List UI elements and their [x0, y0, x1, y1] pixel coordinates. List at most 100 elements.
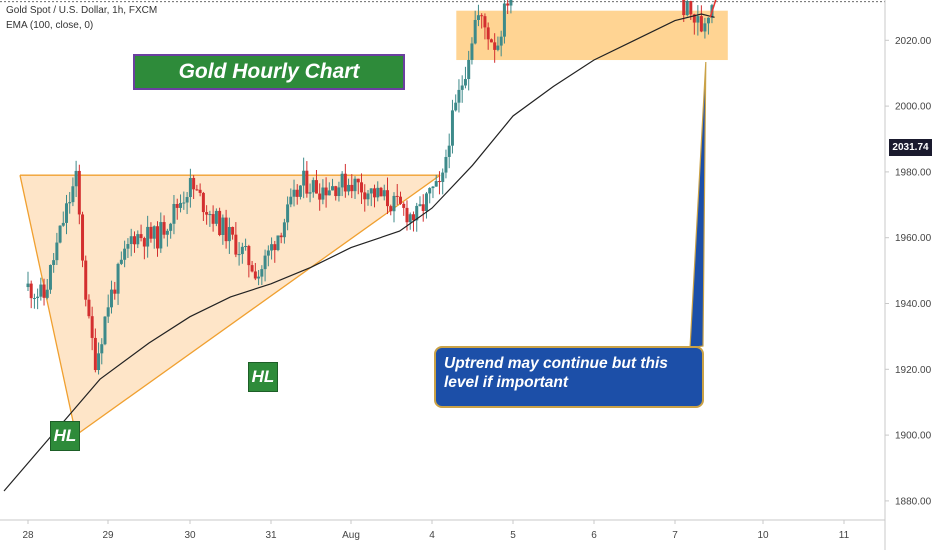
candle-body: [149, 226, 153, 239]
candle-body: [506, 3, 510, 6]
candle-body: [321, 187, 325, 200]
candle-body: [152, 226, 156, 239]
candle-body: [431, 186, 435, 189]
candle-body: [214, 210, 218, 224]
x-tick-label: 5: [510, 530, 516, 541]
symbol-info[interactable]: Gold Spot / U.S. Dollar, 1h, FXCM: [6, 5, 158, 16]
candle-body: [129, 236, 133, 245]
ema-layer: [3, 13, 715, 492]
candle-body: [29, 283, 33, 299]
candle-body: [421, 204, 425, 211]
candle-body: [424, 193, 428, 211]
candle-body: [282, 222, 286, 238]
chart-title: Gold Hourly Chart Analysis: [178, 60, 360, 115]
candle-body: [295, 189, 299, 197]
y-tick-label: 2020.00: [895, 36, 932, 47]
candle-body: [389, 206, 393, 212]
candle-body: [244, 246, 248, 248]
candle-body: [103, 316, 107, 345]
y-tick-label: 2000.00: [895, 102, 932, 113]
candle-body: [408, 214, 412, 223]
candle-body: [90, 316, 94, 338]
candle-body: [467, 59, 471, 80]
candle-body: [411, 214, 415, 221]
candle-body: [444, 156, 448, 173]
candle-body: [356, 178, 360, 183]
candle-body: [185, 197, 189, 203]
candle-body: [415, 205, 419, 221]
y-tick-label: 1940.00: [895, 299, 932, 310]
candle-body: [434, 181, 438, 187]
candle-body: [106, 307, 110, 317]
candle-body: [169, 223, 173, 231]
candle-body: [279, 235, 283, 238]
candle-body: [496, 45, 500, 50]
triangle-pattern-layer: [19, 174, 441, 436]
candle-body: [71, 186, 75, 203]
y-tick-label: 1980.00: [895, 167, 932, 178]
x-tick-label: 31: [265, 530, 277, 541]
ema-100-line: [3, 13, 715, 492]
candle-body: [428, 188, 432, 194]
candle-body: [266, 250, 270, 256]
candle-body: [363, 192, 367, 200]
candle-body: [685, 1, 689, 16]
candles-layer: [26, 0, 714, 375]
candle-body: [237, 254, 241, 256]
candle-body: [260, 269, 264, 277]
candle-body: [395, 195, 399, 197]
candle-body: [292, 189, 296, 197]
candle-body: [441, 172, 445, 182]
candle-body: [52, 260, 56, 265]
candle-body: [682, 0, 686, 16]
candle-body: [182, 202, 186, 204]
candle-body: [132, 236, 136, 245]
candle-body: [509, 0, 513, 6]
x-tick-label: 30: [184, 530, 196, 541]
x-tick-label: 7: [672, 530, 678, 541]
candle-body: [68, 202, 72, 204]
indicator-legend[interactable]: EMA (100, close, 0): [6, 20, 94, 31]
candle-body: [327, 190, 331, 196]
x-tick-label: 29: [102, 530, 114, 541]
chart-title-box: Gold Hourly Chart Analysis: [133, 54, 405, 115]
candle-body: [703, 23, 707, 32]
candle-body: [318, 193, 322, 200]
candle-body: [109, 289, 113, 308]
candle-body: [97, 353, 101, 371]
candle-body: [84, 260, 88, 300]
candle-body: [437, 181, 441, 183]
candle-body: [273, 244, 277, 251]
candle-body: [116, 263, 120, 294]
x-tick-label: 6: [591, 530, 597, 541]
candle-body: [231, 227, 235, 235]
candle-body: [201, 192, 205, 213]
candle-body: [298, 185, 302, 197]
candle-body: [81, 214, 85, 261]
candle-body: [334, 186, 338, 197]
candle-body: [26, 283, 30, 288]
x-tick-label: 11: [839, 530, 850, 541]
candle-body: [208, 214, 212, 216]
candle-body: [692, 14, 696, 23]
candle-body: [696, 16, 700, 23]
candle-body: [302, 170, 306, 186]
candle-body: [473, 19, 477, 44]
candle-body: [126, 244, 130, 249]
candle-body: [706, 17, 710, 24]
candle-body: [250, 265, 254, 272]
candle-body: [113, 289, 117, 294]
candle-body: [379, 187, 383, 197]
candle-body: [382, 190, 386, 197]
candle-body: [276, 235, 280, 251]
candle-body: [392, 195, 396, 212]
candle-body: [311, 180, 315, 193]
candle-body: [55, 242, 59, 261]
candle-body: [162, 222, 166, 235]
candle-body: [337, 187, 341, 197]
candle-body: [253, 271, 257, 279]
triangle-left-line: [19, 175, 77, 436]
candle-body: [93, 337, 97, 371]
x-tick-label: Aug: [342, 530, 360, 541]
